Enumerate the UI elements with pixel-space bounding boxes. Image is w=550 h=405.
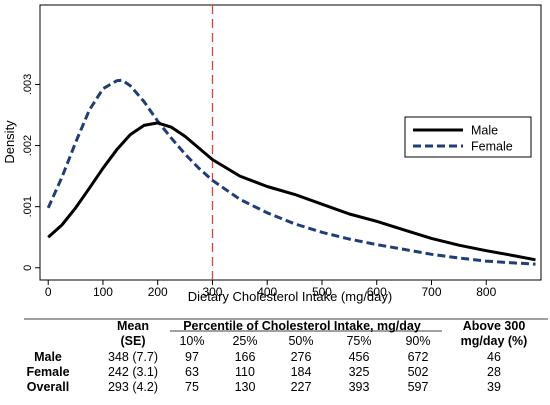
cell-percentile: 184 xyxy=(291,365,312,379)
x-tick-label: 0 xyxy=(45,285,52,299)
cell-percentile: 393 xyxy=(349,380,370,394)
cholesterol-stats-table: Mean (SE) Percentile of Cholesterol Inta… xyxy=(0,318,550,400)
stats-table-svg: Mean (SE) Percentile of Cholesterol Inta… xyxy=(24,318,548,394)
cell-mean: 293 (4.2) xyxy=(108,380,158,394)
percentile-headers: 10% 25% 50% 75% 90% xyxy=(179,334,430,348)
density-chart-svg: 0 100 200 300 400 500 600 700 800 0.001.002.003 … xyxy=(2,4,542,304)
cell-percentile: 110 xyxy=(235,365,255,379)
plot-frame xyxy=(39,4,542,281)
y-tick-label: 0 xyxy=(22,265,34,271)
row-label: Female xyxy=(26,365,69,379)
x-tick-label: 200 xyxy=(148,285,168,299)
legend: Male Female xyxy=(404,116,532,158)
series-line-male xyxy=(47,121,536,262)
x-axis-label: Dietary Cholesterol Intake (mg/day) xyxy=(188,289,392,304)
cell-percentile: 325 xyxy=(349,365,370,379)
cell-percentile: 227 xyxy=(291,380,312,394)
legend-label-male: Male xyxy=(471,124,498,138)
cell-mean: 242 (3.1) xyxy=(108,365,158,379)
cell-percentile: 502 xyxy=(408,365,429,379)
row-label: Overall xyxy=(27,380,69,394)
x-tick-label: 600 xyxy=(367,285,387,299)
x-axis: 0 100 200 300 400 500 600 700 800 xyxy=(45,280,497,299)
percentile-col-header: 75% xyxy=(346,334,371,348)
percentile-header: Percentile of Cholesterol Intake, mg/day xyxy=(183,319,421,333)
cell-above-300: 46 xyxy=(487,350,501,364)
x-tick-label: 800 xyxy=(476,285,496,299)
y-axis-label: Density xyxy=(2,120,17,164)
cell-percentile: 276 xyxy=(291,350,312,364)
cell-percentile: 75 xyxy=(185,380,199,394)
cell-above-300: 28 xyxy=(487,365,501,379)
mean-header: Mean xyxy=(117,319,149,333)
series-line-female xyxy=(46,78,536,266)
y-tick-label: .002 xyxy=(22,135,34,156)
percentile-col-header: 10% xyxy=(179,334,204,348)
cell-percentile: 97 xyxy=(185,350,199,364)
cell-percentile: 672 xyxy=(408,350,429,364)
percentile-col-header: 25% xyxy=(232,334,257,348)
above-subheader: mg/day (%) xyxy=(461,334,528,348)
legend-box xyxy=(404,116,532,158)
legend-label-female: Female xyxy=(471,140,513,154)
x-tick-label: 300 xyxy=(202,285,222,299)
cell-percentile: 166 xyxy=(235,350,256,364)
above-header: Above 300 xyxy=(463,319,526,333)
cell-percentile: 63 xyxy=(185,365,199,379)
x-tick-label: 400 xyxy=(257,285,277,299)
x-tick-label: 700 xyxy=(421,285,441,299)
density-chart: 0 100 200 300 400 500 600 700 800 0.001.002.003 … xyxy=(2,4,542,304)
x-tick-label: 100 xyxy=(93,285,113,299)
y-tick-label: .003 xyxy=(22,74,34,95)
row-label: Male xyxy=(34,350,62,364)
table-body: Male 348 (7.7) 97 166 276 456 672 46 Female 242 (… xyxy=(26,350,501,394)
cell-mean: 348 (7.7) xyxy=(108,350,158,364)
percentile-col-header: 50% xyxy=(288,334,313,348)
cell-percentile: 456 xyxy=(349,350,370,364)
series-layer xyxy=(46,5,536,280)
cell-percentile: 597 xyxy=(408,380,429,394)
y-axis: 0 .001 .002 .003 xyxy=(22,74,40,271)
x-tick-label: 500 xyxy=(312,285,332,299)
percentile-col-header: 90% xyxy=(405,334,430,348)
mean-subheader: (SE) xyxy=(121,334,146,348)
y-tick-label: .001 xyxy=(22,196,34,217)
cell-above-300: 39 xyxy=(487,380,501,394)
cell-percentile: 130 xyxy=(235,380,256,394)
